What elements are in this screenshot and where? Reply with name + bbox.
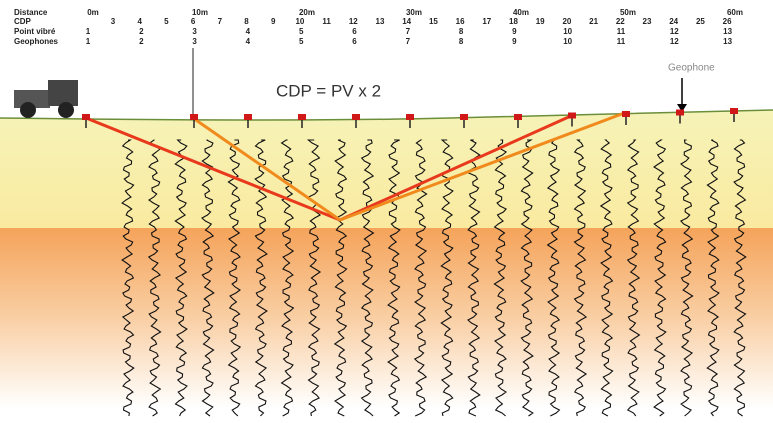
cdp-label: 16 [456, 17, 465, 26]
cdp-label: 10 [295, 17, 304, 26]
wheel [58, 102, 74, 118]
geophone [730, 108, 738, 114]
pv-label: 7 [406, 27, 411, 36]
geophone-number: 1 [86, 37, 91, 46]
cdp-label: 15 [429, 17, 438, 26]
truck-body [48, 80, 78, 106]
geophone [568, 113, 576, 119]
cdp-label: 11 [322, 17, 331, 26]
row-label: Point vibré [14, 27, 56, 36]
distance-label: 50m [620, 8, 636, 17]
row-label: CDP [14, 17, 32, 26]
cdp-label: 8 [244, 17, 249, 26]
cdp-label: 9 [271, 17, 276, 26]
geophone-number: 3 [192, 37, 197, 46]
cdp-label: 26 [723, 17, 732, 26]
distance-label: 40m [513, 8, 529, 17]
geophone-label: Geophone [668, 63, 715, 74]
distance-label: 30m [406, 8, 422, 17]
cdp-label: 18 [509, 17, 518, 26]
cdp-label: 12 [349, 17, 358, 26]
geophone [298, 114, 306, 120]
geophone [82, 114, 90, 120]
geophone [514, 114, 522, 120]
cdp-label: 4 [137, 17, 142, 26]
cdp-label: 3 [111, 17, 116, 26]
geophone-number: 11 [617, 37, 626, 46]
diagram: CDP = PV x 2 Geophone DistanceCDPPoint v… [0, 0, 773, 423]
geophone [622, 111, 630, 117]
row-label: Distance [14, 8, 48, 17]
row-label: Geophones [14, 37, 59, 46]
pv-label: 11 [617, 27, 626, 36]
pv-label: 2 [139, 27, 144, 36]
cdp-label: 7 [218, 17, 223, 26]
pv-label: 6 [352, 27, 357, 36]
geophone [460, 114, 468, 120]
cdp-label: 25 [696, 17, 705, 26]
pv-label: 1 [86, 27, 91, 36]
cdp-label: 13 [376, 17, 385, 26]
geophone [244, 114, 252, 120]
cdp-label: 19 [536, 17, 545, 26]
wheel [20, 102, 36, 118]
pv-label: 12 [670, 27, 679, 36]
geophone [190, 114, 198, 120]
geophone-number: 10 [563, 37, 572, 46]
cdp-label: 21 [589, 17, 598, 26]
cdp-label: 24 [669, 17, 678, 26]
geophone-number: 5 [299, 37, 304, 46]
cdp-label: 20 [562, 17, 571, 26]
pv-label: 3 [192, 27, 197, 36]
truck [14, 80, 78, 118]
geophone-number: 2 [139, 37, 144, 46]
distance-label: 20m [299, 8, 315, 17]
pv-label: 5 [299, 27, 304, 36]
cdp-label: 22 [616, 17, 625, 26]
pv-label: 4 [246, 27, 251, 36]
geophone-number: 6 [352, 37, 357, 46]
geophone-number: 8 [459, 37, 464, 46]
distance-label: 0m [87, 8, 99, 17]
geophone-number: 12 [670, 37, 679, 46]
geophone [352, 114, 360, 120]
geophone-number: 13 [723, 37, 732, 46]
geophone-number: 7 [406, 37, 411, 46]
distance-label: 10m [192, 8, 208, 17]
cdp-label: 17 [482, 17, 491, 26]
pv-label: 9 [512, 27, 517, 36]
cdp-label: 23 [643, 17, 652, 26]
cdp-label: 6 [191, 17, 196, 26]
geophone-number: 4 [246, 37, 251, 46]
geophone-number: 9 [512, 37, 517, 46]
geophone [406, 114, 414, 120]
pv-label: 10 [563, 27, 572, 36]
cdp-label: 14 [402, 17, 411, 26]
pv-label: 13 [723, 27, 732, 36]
distance-label: 60m [727, 8, 743, 17]
cdp-label: 5 [164, 17, 169, 26]
pv-label: 8 [459, 27, 464, 36]
geophone [676, 110, 684, 116]
formula: CDP = PV x 2 [276, 81, 381, 100]
